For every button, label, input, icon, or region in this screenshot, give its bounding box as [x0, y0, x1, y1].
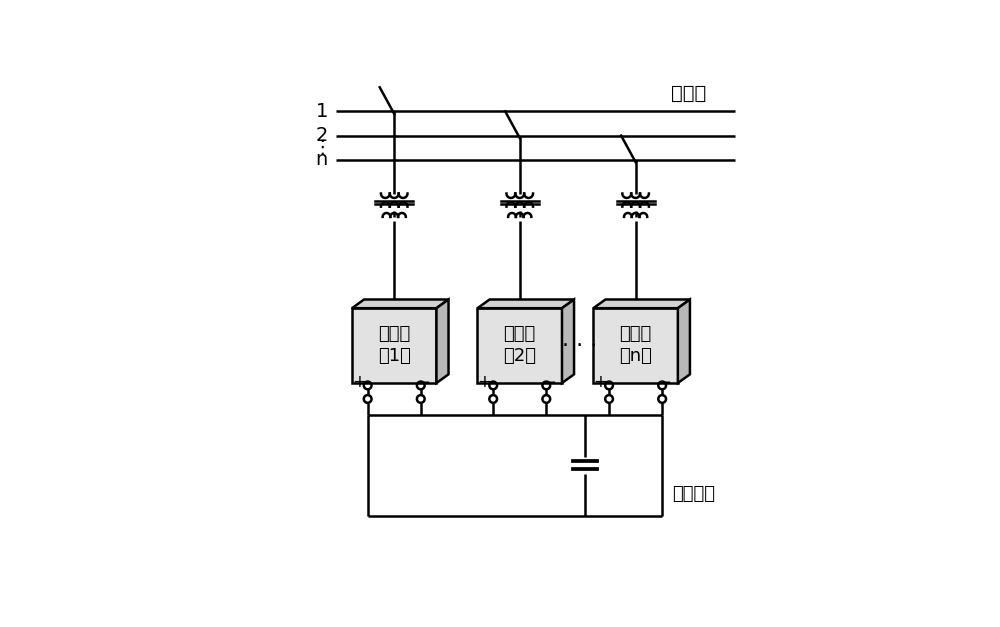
Polygon shape: [477, 308, 562, 383]
Text: −: −: [541, 374, 556, 392]
Polygon shape: [678, 300, 690, 383]
Text: +: +: [478, 372, 491, 391]
Polygon shape: [562, 300, 574, 383]
Text: 换流器: 换流器: [619, 325, 652, 342]
Text: n: n: [316, 150, 328, 169]
Text: −: −: [415, 374, 430, 392]
Polygon shape: [352, 308, 436, 383]
Polygon shape: [352, 300, 449, 308]
Text: ⋮: ⋮: [312, 138, 332, 157]
Text: 换流器: 换流器: [504, 325, 536, 342]
Polygon shape: [436, 300, 449, 383]
Text: −: −: [657, 374, 672, 392]
Polygon shape: [593, 300, 690, 308]
Text: （1）: （1）: [378, 347, 411, 365]
Text: 1: 1: [316, 102, 328, 121]
Text: 换流器: 换流器: [378, 325, 410, 342]
Polygon shape: [477, 300, 574, 308]
Text: · · ·: · · ·: [562, 335, 598, 356]
Text: （2）: （2）: [503, 347, 536, 365]
Text: 传输线: 传输线: [671, 83, 706, 103]
Text: 2: 2: [316, 126, 328, 145]
Polygon shape: [593, 308, 678, 383]
Text: （n）: （n）: [619, 347, 652, 365]
Text: +: +: [593, 372, 607, 391]
Text: 直流母线: 直流母线: [672, 485, 715, 503]
Text: +: +: [352, 372, 366, 391]
